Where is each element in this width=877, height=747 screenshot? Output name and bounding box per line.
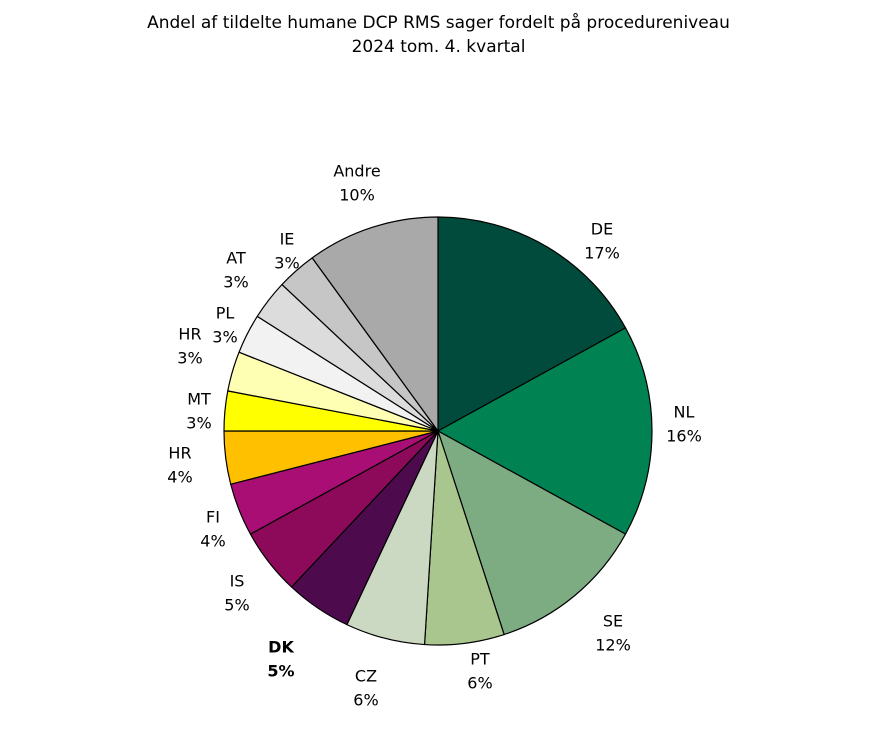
slice-label-nl-1: NL [674, 403, 695, 422]
chart-title-line1: Andel af tildelte humane DCP RMS sager f… [147, 13, 730, 33]
slice-pct-pt-3: 6% [467, 674, 492, 693]
slice-pct-is-6: 5% [224, 596, 249, 615]
slice-pct-hr-10: 3% [177, 349, 202, 368]
slice-pct-fi-7: 4% [200, 532, 225, 551]
slice-pct-se-2: 12% [595, 636, 631, 655]
slice-label-hr-8: HR [168, 444, 191, 463]
slice-label-andre-14: Andre [333, 162, 380, 181]
slice-label-is-6: IS [230, 572, 245, 591]
slice-pct-at-12: 3% [223, 273, 248, 292]
slice-pct-dk-5: 5% [267, 662, 294, 681]
slice-pct-nl-1: 16% [666, 427, 702, 446]
slice-label-hr-10: HR [178, 325, 201, 344]
slice-label-fi-7: FI [206, 508, 220, 527]
slice-label-at-12: AT [226, 249, 246, 268]
slice-label-dk-5: DK [268, 638, 294, 657]
slice-pct-hr-8: 4% [167, 468, 192, 487]
slice-pct-andre-14: 10% [339, 186, 375, 205]
pie-slice-se-2 [437, 430, 627, 636]
pie-slice-de-0 [437, 216, 627, 432]
slice-label-ie-13: IE [280, 230, 295, 249]
slice-label-pt-3: PT [470, 650, 490, 669]
pie-slice-nl-1 [437, 327, 653, 535]
slice-pct-pl-11: 3% [212, 328, 237, 347]
pie-slice-andre-14 [311, 216, 439, 432]
slice-pct-de-0: 17% [584, 244, 620, 263]
slice-label-pl-11: PL [216, 304, 235, 323]
chart-title-line2: 2024 tom. 4. kvartal [351, 37, 526, 57]
slice-label-de-0: DE [591, 220, 613, 239]
slice-pct-cz-4: 6% [353, 691, 378, 710]
slice-label-se-2: SE [603, 612, 623, 631]
slice-label-cz-4: CZ [355, 667, 377, 686]
slice-pct-ie-13: 3% [274, 254, 299, 273]
slice-pct-mt-9: 3% [186, 414, 211, 433]
slice-label-mt-9: MT [187, 390, 211, 409]
chart-title: Andel af tildelte humane DCP RMS sager f… [0, 11, 877, 59]
